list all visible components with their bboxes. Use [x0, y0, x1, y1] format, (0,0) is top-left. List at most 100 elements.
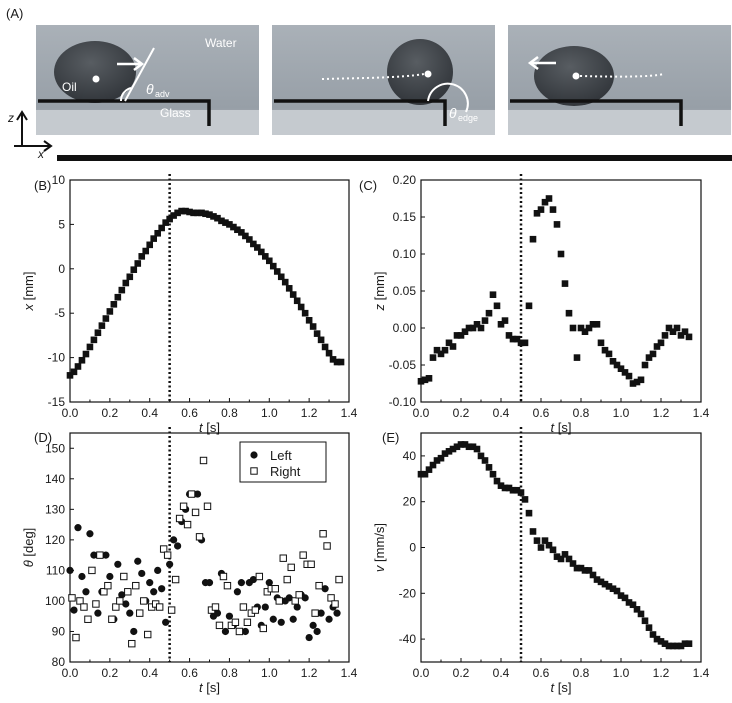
- x-tick-label: 1.0: [613, 406, 630, 420]
- data-point: [565, 555, 573, 563]
- y-tick-label: -15: [48, 395, 66, 409]
- y-tick-label: 20: [403, 495, 417, 509]
- data-point: [337, 358, 345, 366]
- data-point: [521, 339, 529, 347]
- data-point-left: [138, 569, 146, 578]
- data-point: [597, 339, 605, 347]
- data-point-right: [271, 585, 279, 593]
- y-tick-label: 90: [52, 624, 66, 638]
- data-point: [70, 368, 78, 376]
- data-point: [457, 441, 465, 448]
- coordinate-axes: z x: [7, 110, 53, 161]
- data-point-right: [295, 591, 303, 599]
- oil-droplet: [387, 39, 453, 105]
- data-point: [517, 489, 525, 496]
- x-tick-label: 0.6: [181, 406, 198, 420]
- x-tick-label: 1.0: [261, 406, 278, 420]
- data-point: [561, 551, 569, 558]
- data-point: [657, 339, 665, 347]
- data-point: [317, 336, 325, 344]
- data-point: [537, 206, 545, 213]
- x-tick-label: 0.2: [102, 666, 119, 680]
- data-point-right: [120, 572, 128, 581]
- data-point-left: [277, 618, 285, 626]
- data-point: [609, 585, 617, 593]
- centroid-marker: [424, 70, 432, 78]
- data-point: [601, 346, 609, 354]
- data-point: [505, 332, 513, 339]
- data-point-right: [211, 603, 220, 611]
- y-tick-label: 120: [45, 533, 65, 547]
- x-tick-label: 1.4: [341, 406, 358, 420]
- data-point-left: [86, 530, 94, 538]
- data-point: [74, 363, 82, 370]
- data-point-right: [219, 572, 228, 581]
- data-point: [437, 454, 445, 462]
- data-point-right: [104, 581, 112, 590]
- x-tick-label: 1.0: [613, 666, 630, 680]
- data-point: [493, 477, 501, 485]
- panel-label-b: (B): [34, 178, 51, 193]
- data-point-left: [122, 600, 130, 608]
- data-point: [489, 470, 497, 478]
- data-point-left: [70, 606, 78, 614]
- data-point: [489, 291, 497, 298]
- data-point: [477, 324, 485, 332]
- x-tick-label: 0.0: [413, 666, 430, 680]
- data-point: [625, 599, 633, 606]
- data-point-right: [255, 572, 264, 581]
- data-point: [533, 537, 541, 544]
- data-point: [493, 302, 501, 310]
- data-point: [190, 209, 197, 217]
- x-tick-label: 0.0: [62, 666, 79, 680]
- data-point: [629, 601, 637, 609]
- data-point-left: [114, 560, 122, 568]
- data-point: [305, 317, 313, 324]
- y-tick-label: 100: [45, 594, 65, 608]
- data-point: [677, 332, 685, 339]
- data-point: [94, 329, 102, 337]
- data-point: [477, 452, 485, 460]
- data-point: [645, 354, 653, 361]
- data-point: [265, 257, 273, 265]
- data-point-left: [78, 572, 86, 581]
- data-point: [681, 640, 689, 647]
- data-point-right: [124, 588, 132, 596]
- data-point-left: [130, 627, 138, 636]
- x-tick-label: 1.2: [653, 406, 670, 420]
- centroid-marker: [572, 72, 580, 80]
- x-axis-label: x: [37, 147, 45, 161]
- data-point: [545, 541, 553, 549]
- data-point: [605, 583, 613, 590]
- y-tick-label: 0: [409, 541, 416, 555]
- glass-edge: [38, 99, 211, 126]
- y-tick-label: -10: [48, 351, 66, 365]
- data-point-right: [283, 575, 291, 584]
- data-point: [417, 377, 425, 385]
- data-point-right: [183, 520, 192, 529]
- data-point: [457, 332, 465, 339]
- data-point: [645, 624, 653, 631]
- data-point-right: [323, 542, 331, 550]
- data-point: [501, 317, 509, 324]
- data-point: [521, 496, 529, 503]
- data-point: [453, 332, 461, 339]
- data-point-left: [166, 560, 174, 568]
- data-point-left: [309, 621, 317, 629]
- x-tick-label: 1.4: [341, 666, 358, 680]
- data-point: [114, 293, 122, 301]
- data-point: [465, 443, 473, 451]
- y-tick-label: 140: [45, 472, 65, 486]
- data-point: [641, 617, 649, 625]
- data-point: [186, 208, 193, 216]
- x-tick-label: 1.2: [653, 666, 670, 680]
- x-tick-label: 1.0: [261, 666, 278, 680]
- panel-label-c: (C): [359, 178, 377, 193]
- data-point-left: [106, 572, 114, 581]
- data-point: [461, 441, 469, 448]
- x-tick-label: 1.4: [693, 666, 710, 680]
- data-point-right: [84, 615, 92, 623]
- data-point-left: [301, 594, 309, 602]
- data-point-left: [90, 551, 98, 559]
- data-point: [613, 361, 621, 369]
